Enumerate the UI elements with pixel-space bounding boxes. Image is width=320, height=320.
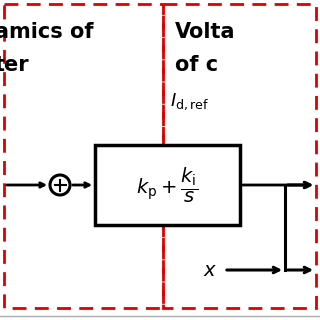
Bar <box>163 4 316 308</box>
Text: $x$: $x$ <box>203 260 217 279</box>
Text: $k_\mathrm{p}+\dfrac{k_\mathrm{i}}{s}$: $k_\mathrm{p}+\dfrac{k_\mathrm{i}}{s}$ <box>136 165 198 205</box>
Text: amics of: amics of <box>0 22 93 42</box>
Bar <box>95 145 240 225</box>
Text: $I_\mathrm{d,ref}$: $I_\mathrm{d,ref}$ <box>170 91 209 112</box>
Text: of c: of c <box>175 55 218 75</box>
Text: ter: ter <box>0 55 30 75</box>
Circle shape <box>50 175 70 195</box>
Text: Volta: Volta <box>175 22 236 42</box>
Bar <box>4 4 163 308</box>
